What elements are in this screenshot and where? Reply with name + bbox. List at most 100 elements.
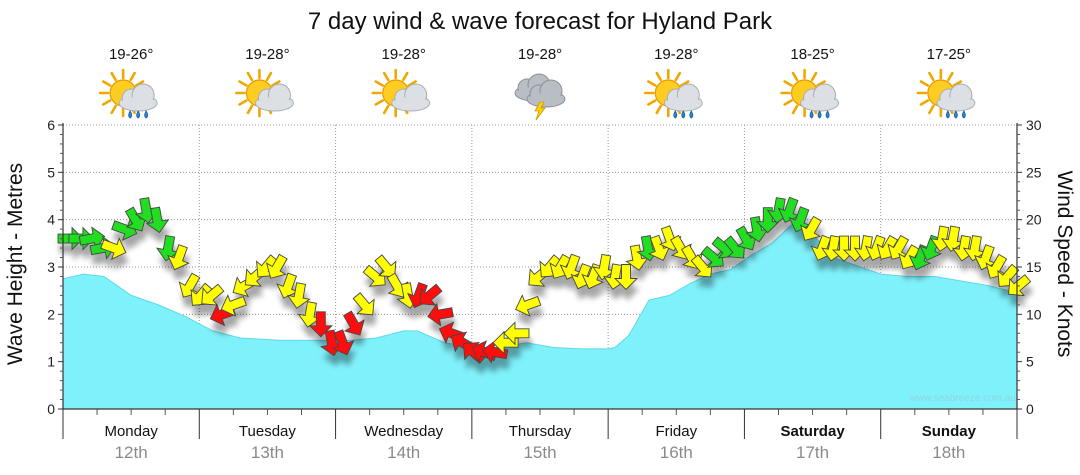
wind-arrow-shape — [124, 206, 147, 232]
left-tick-label: 4 — [47, 212, 55, 228]
sun-ray — [655, 71, 663, 82]
wind-arrow — [419, 283, 443, 306]
cloud-fill — [121, 97, 156, 109]
left-tick-label: 5 — [47, 164, 55, 180]
sun-ray — [791, 104, 799, 115]
wind-arrow — [308, 311, 333, 338]
sun-ray — [401, 71, 409, 82]
sun-ray — [647, 99, 657, 106]
sun-cloud-icon — [371, 68, 431, 118]
wind-arrow-shape — [155, 234, 180, 262]
wind-arrow — [625, 244, 650, 271]
wind-arrow — [276, 272, 299, 299]
wind-arrow-shape — [78, 226, 106, 251]
temperature-range: 19-26° — [109, 46, 153, 63]
sun-ray — [952, 80, 963, 87]
sun-ray — [101, 99, 112, 106]
right-tick-label: 15 — [1026, 259, 1042, 275]
day-name-label: Wednesday — [364, 423, 443, 440]
wind-arrow-shape — [973, 244, 997, 271]
rain-drop — [673, 110, 678, 119]
sun-ray — [134, 80, 145, 87]
wind-arrow — [362, 264, 386, 287]
cloud-shape — [800, 83, 840, 112]
wind-arrow-shape — [427, 302, 454, 327]
wind-arrow-shape — [167, 244, 190, 271]
wind-arrow — [100, 237, 127, 260]
rain-drop — [144, 110, 149, 119]
wind-arrow — [124, 206, 147, 232]
wind-arrow — [887, 234, 910, 260]
temperature-range: 19-28° — [518, 46, 562, 63]
wind-arrow-shape — [342, 310, 365, 336]
day-date-label: 12th — [115, 443, 148, 462]
wind-arrow — [342, 310, 365, 336]
sun-ray — [783, 99, 793, 106]
day-name-label: Saturday — [780, 423, 845, 440]
sun-ray — [816, 80, 826, 87]
cloud-shape — [936, 83, 976, 112]
sun-cloud-icon — [235, 68, 294, 118]
wind-arrow — [352, 292, 375, 316]
wind-arrow-shape — [178, 272, 201, 298]
lightning-bolt — [534, 101, 546, 121]
sun-ray — [919, 99, 930, 106]
sun-ray — [382, 104, 390, 115]
rain-drop — [961, 110, 966, 119]
sun-ray — [791, 71, 799, 82]
wind-arrow-shape — [592, 253, 616, 281]
sun-ray — [374, 80, 385, 87]
sun-ray — [947, 71, 954, 82]
wind-arrow-shape — [985, 253, 1008, 279]
watermark: www.seabreeze.com.au — [909, 393, 1016, 404]
right-tick-label: 30 — [1026, 117, 1042, 133]
wind-arrows-series — [57, 196, 1032, 364]
sun-cloud-rain-icon — [916, 68, 976, 119]
left-tick-label: 2 — [47, 306, 55, 322]
cloud-fill — [529, 93, 563, 105]
cloud-shape — [118, 83, 158, 112]
right-axis-title: Wind Speed - Knots — [1053, 171, 1076, 358]
wind-arrow-shape — [700, 245, 724, 268]
cloud-fill — [666, 97, 701, 109]
rain-drop — [953, 110, 958, 119]
wind-arrow-shape — [690, 254, 713, 278]
wind-arrow-shape — [220, 294, 247, 317]
left-tick-label: 6 — [47, 117, 55, 133]
wind-arrow — [973, 244, 997, 271]
rain-drop — [825, 110, 830, 119]
wave-height-series — [62, 223, 1018, 410]
right-tick-label: 10 — [1026, 306, 1042, 322]
wind-arrow-shape — [788, 206, 812, 233]
day-name-label: Thursday — [509, 423, 572, 440]
wind-arrow — [735, 225, 758, 251]
wind-arrow — [201, 283, 225, 306]
wind-arrow — [78, 226, 106, 251]
sun-ray — [679, 80, 690, 87]
day-date-label: 14th — [387, 443, 420, 462]
wind-arrow — [331, 329, 355, 356]
forecast-header-row: 19-26° 19-28° 19-28° 19-28° 19-28° 18-25° 17-2… — [98, 46, 976, 121]
wind-arrow — [265, 253, 288, 279]
day-date-label: 17th — [796, 443, 829, 462]
wind-arrow-shape — [962, 234, 987, 262]
wind-arrow-shape — [625, 244, 650, 271]
wind-arrow — [613, 264, 639, 291]
wind-arrow — [220, 294, 247, 317]
wind-arrow-shape — [800, 215, 822, 241]
wind-arrow — [985, 253, 1008, 279]
wind-arrow-shape — [559, 253, 583, 280]
temperature-range: 19-28° — [654, 46, 698, 63]
wind-arrow-shape — [374, 254, 397, 278]
day-name-label: Monday — [104, 423, 158, 440]
wind-arrow — [647, 234, 671, 261]
axis-ticks: 0 1 2 3 4 5 6 0 5 10 15 20 25 30 — [47, 117, 1042, 439]
wind-arrow-shape — [755, 207, 780, 234]
sun-ray — [810, 71, 818, 82]
right-tick-label: 0 — [1026, 401, 1034, 417]
wind-arrow-shape — [286, 282, 311, 309]
wind-arrow — [374, 254, 397, 278]
wind-arrow-shape — [297, 301, 322, 328]
day-labels: Monday 12th Tuesday 13th Wednesday 14th Thursd… — [104, 423, 976, 462]
